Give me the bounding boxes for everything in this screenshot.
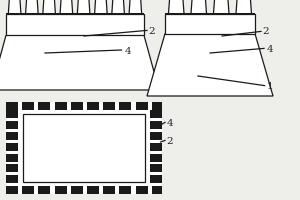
Bar bbox=[136, 186, 148, 194]
Polygon shape bbox=[169, 0, 184, 14]
Bar bbox=[6, 102, 18, 110]
Bar bbox=[38, 186, 50, 194]
Text: 1: 1 bbox=[267, 82, 274, 90]
Text: 4: 4 bbox=[124, 46, 131, 55]
Bar bbox=[71, 186, 83, 194]
Polygon shape bbox=[8, 0, 21, 14]
Bar bbox=[87, 102, 99, 110]
Bar bbox=[55, 186, 67, 194]
Bar bbox=[119, 186, 131, 194]
Polygon shape bbox=[236, 0, 252, 14]
Polygon shape bbox=[26, 0, 38, 14]
Polygon shape bbox=[60, 0, 73, 14]
Bar bbox=[103, 102, 115, 110]
Bar bbox=[6, 164, 18, 172]
Polygon shape bbox=[112, 0, 124, 14]
Bar bbox=[22, 186, 34, 194]
Bar bbox=[165, 13, 255, 14]
Bar bbox=[6, 154, 18, 162]
Bar bbox=[136, 102, 148, 110]
Bar bbox=[150, 121, 162, 129]
Text: 2: 2 bbox=[262, 27, 269, 36]
Polygon shape bbox=[129, 0, 142, 14]
Polygon shape bbox=[94, 0, 107, 14]
Polygon shape bbox=[147, 34, 273, 96]
Bar bbox=[6, 14, 144, 35]
Bar bbox=[6, 110, 18, 118]
Bar bbox=[6, 102, 162, 194]
Bar bbox=[119, 102, 131, 110]
Bar bbox=[150, 110, 162, 118]
Bar bbox=[150, 132, 162, 140]
Bar bbox=[152, 186, 162, 194]
Polygon shape bbox=[77, 0, 90, 14]
Text: 4: 4 bbox=[167, 118, 173, 128]
Bar bbox=[55, 102, 67, 110]
Bar bbox=[6, 121, 18, 129]
Bar bbox=[150, 175, 162, 183]
Bar bbox=[71, 102, 83, 110]
Bar bbox=[87, 186, 99, 194]
Bar bbox=[150, 143, 162, 151]
Text: 2: 2 bbox=[148, 26, 155, 36]
Bar bbox=[6, 186, 18, 194]
Polygon shape bbox=[43, 0, 56, 14]
Polygon shape bbox=[214, 0, 229, 14]
Bar bbox=[6, 143, 18, 151]
Bar bbox=[103, 186, 115, 194]
Text: 2: 2 bbox=[167, 136, 173, 146]
Polygon shape bbox=[0, 35, 159, 90]
Bar bbox=[6, 13, 144, 14]
Text: 4: 4 bbox=[267, 45, 274, 53]
Bar bbox=[6, 132, 18, 140]
Bar bbox=[152, 102, 162, 110]
Bar bbox=[6, 175, 18, 183]
Bar bbox=[150, 164, 162, 172]
Bar bbox=[165, 14, 255, 34]
Bar bbox=[22, 102, 34, 110]
Polygon shape bbox=[191, 0, 207, 14]
Bar bbox=[150, 154, 162, 162]
Bar bbox=[23, 114, 145, 182]
Bar bbox=[18, 110, 150, 186]
Bar bbox=[38, 102, 50, 110]
